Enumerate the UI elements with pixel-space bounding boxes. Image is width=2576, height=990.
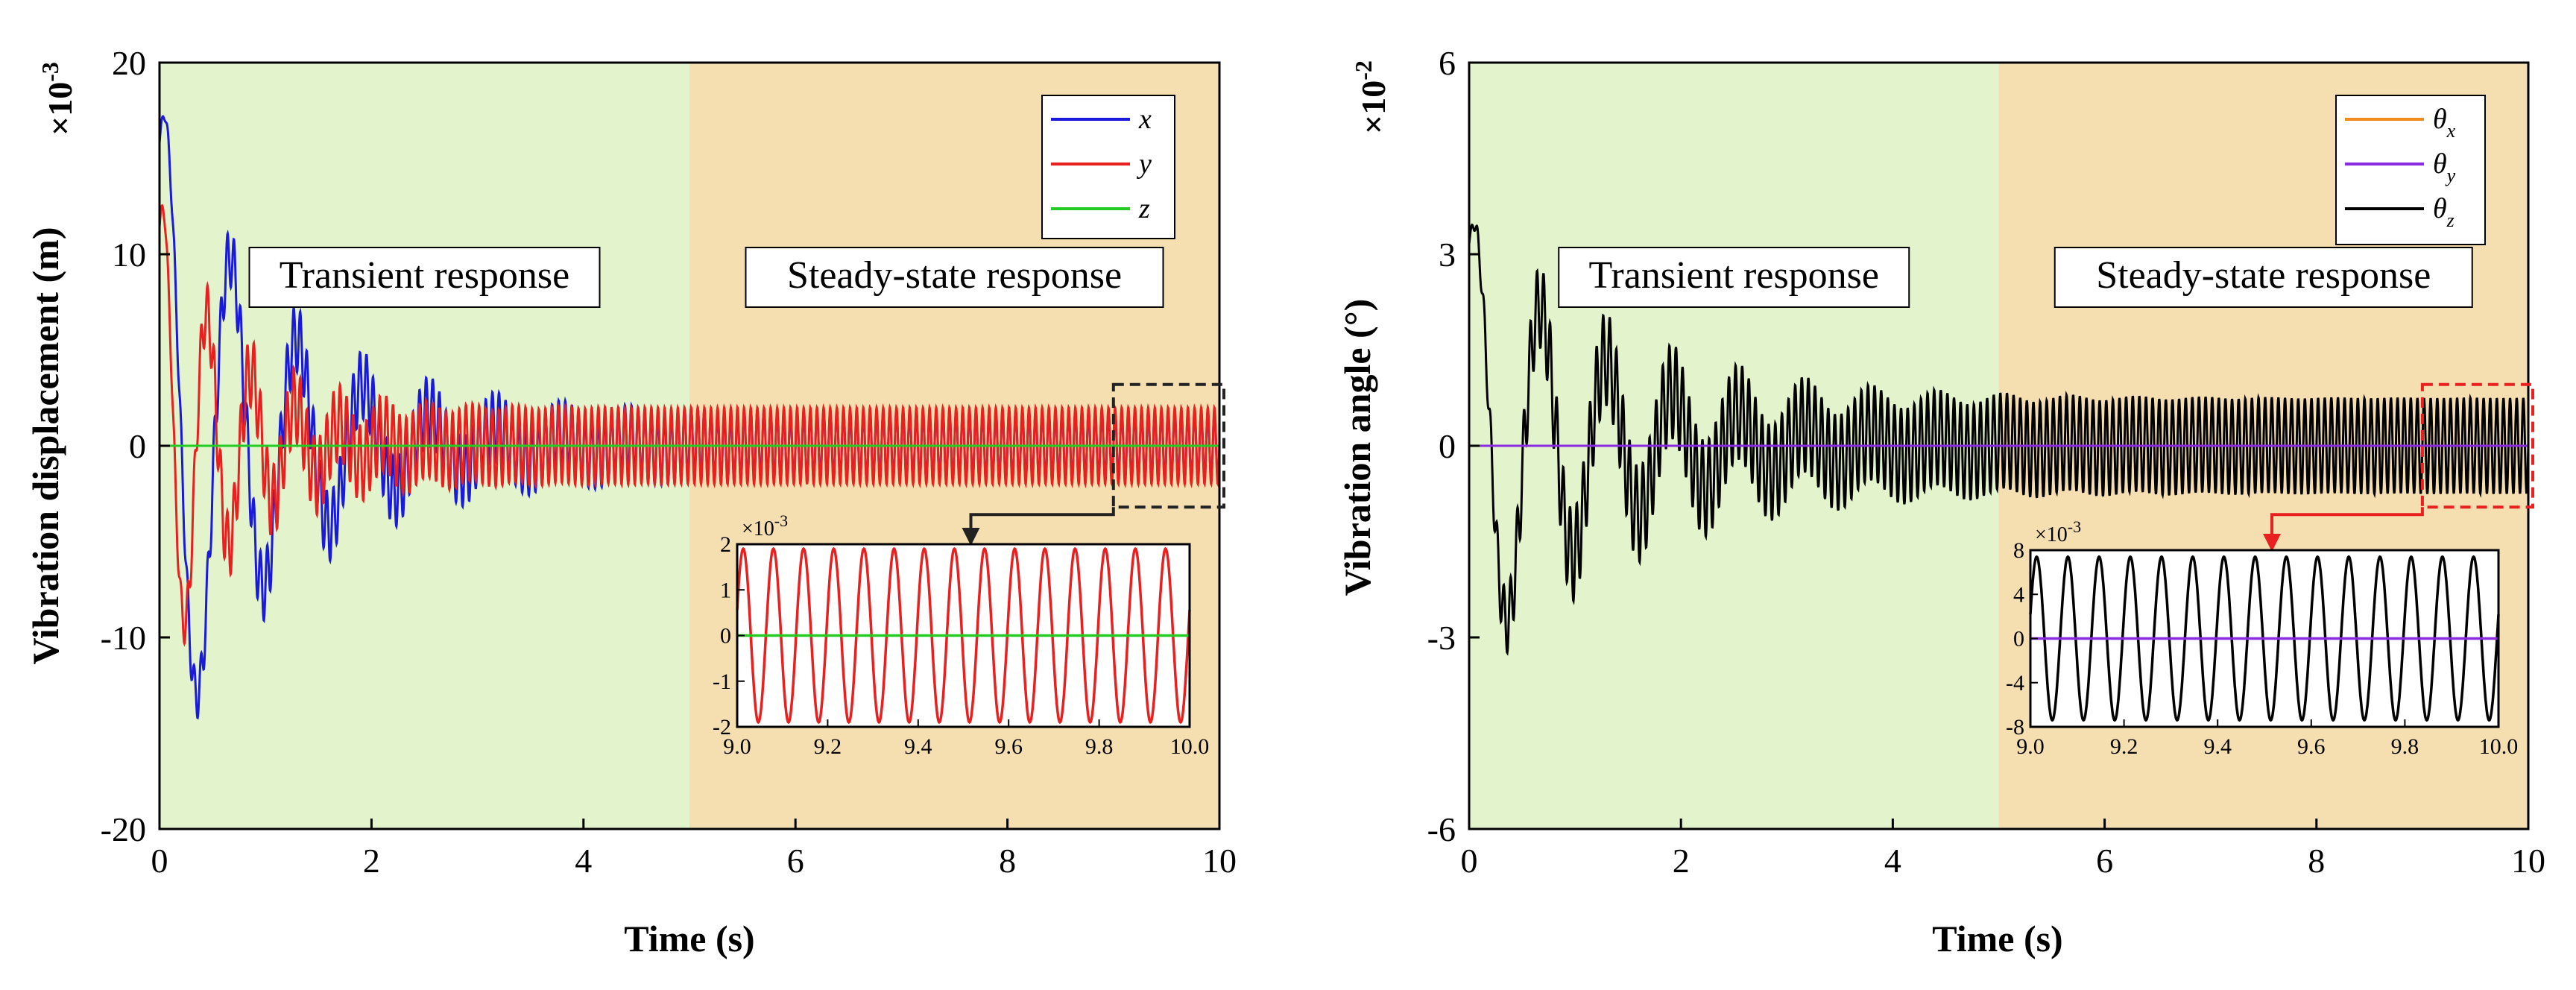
legend-label-θy: θy [2433,148,2456,186]
y-tick-label: 3 [1439,236,1456,274]
inset-y-tick-label: -1 [713,669,731,694]
inset-x-tick-label: 10.0 [1170,734,1210,759]
inset-scale-base: ×10 [2035,523,2068,546]
inset-y-tick-label: 4 [2013,582,2024,607]
inset-x-tick-label: 9.4 [904,734,932,759]
x-tick-label: 2 [363,842,380,880]
region-label-0: Transient response [280,254,570,297]
y-scale-base: ×10 [41,82,79,136]
legend-label-θz: θz [2433,193,2455,231]
legend-subscript: x [2446,120,2456,142]
inset-y-tick-label: -8 [2006,715,2024,740]
y-axis-title: Vibration angle (°) [1336,299,1378,596]
x-tick-label: 8 [2308,842,2325,880]
inset-y-tick-label: 0 [720,624,731,649]
series-line-θz [1469,223,2528,656]
x-tick-label: 0 [1461,842,1478,880]
x-axis-title: Time (s) [624,918,754,959]
y-tick-label: -3 [1427,619,1456,657]
x-tick-label: 2 [1673,842,1690,880]
x-tick-label: 0 [151,842,168,880]
legend-symbol: θ [2433,104,2447,135]
inset-x-tick-label: 9.6 [2297,734,2326,759]
inset-y-tick-label: -2 [713,715,731,740]
region-label-1: Steady-state response [2096,254,2431,297]
inset-y-tick-label: 8 [2013,538,2024,563]
zoom-connector-line [969,507,1115,534]
x-tick-label: 10 [1202,842,1237,880]
inset-x-tick-label: 9.0 [723,734,751,759]
series-group [1469,223,2528,656]
inset-x-tick-label: 9.8 [1085,734,1114,759]
inset-series-line-θz [2029,555,2500,722]
inset-y-tick-label: 0 [2013,627,2024,652]
region-label-box-0 [248,247,601,308]
inset-x-tick-label: 10.0 [2479,734,2519,759]
region-label-box-0 [1558,247,1910,308]
inset-y-tick-label: 2 [720,532,731,557]
x-tick-label: 4 [575,842,592,880]
inset-scale-base: ×10 [742,517,774,540]
series-group [160,115,1219,720]
x-tick-label: 10 [2511,842,2545,880]
zoom-box [1111,382,1226,509]
inset-y-tick-label: -4 [2006,671,2024,696]
x-axis-title: Time (s) [1932,918,2062,959]
inset-scale-factor: ×10-3 [2035,517,2081,546]
x-tick-label: 4 [1884,842,1901,880]
y-tick-label: -20 [101,810,146,848]
y-tick-label: -10 [101,619,146,657]
region-label-1: Steady-state response [787,254,1122,297]
y-scale-factor: ×10-2 [1350,60,1392,134]
inset-scale-exponent: -3 [774,511,788,530]
inset-y-tick-label: 1 [720,578,731,602]
x-tick-label: 6 [787,842,804,880]
inset-x-tick-label: 9.8 [2391,734,2419,759]
inset-x-tick-label: 9.0 [2016,734,2045,759]
y-tick-label: -6 [1427,810,1456,848]
zoom-box [2420,382,2534,509]
zoom-arrowhead [2263,534,2281,552]
inset-x-tick-label: 9.2 [814,734,842,759]
y-tick-label: 0 [129,427,146,465]
inset-scale-exponent: -3 [2068,517,2081,536]
region-label-box-1 [2053,247,2473,308]
x-tick-label: 8 [999,842,1016,880]
displacement-chart: Transient response Steady-state response 0… [25,44,1237,959]
legend-label-θx: θx [2433,104,2456,142]
region-label-0: Transient response [1589,254,1880,297]
region-label-box-1 [745,247,1164,308]
y-tick-label: 6 [1439,44,1456,82]
y-tick-label: 20 [112,44,146,82]
legend-symbol: θ [2433,193,2447,224]
y-scale-exponent: -2 [1350,60,1377,81]
inset-x-tick-label: 9.4 [2203,734,2232,759]
legend-label-x: x [1138,104,1152,135]
legend-box [1041,95,1175,239]
y-tick-label: 10 [112,236,146,274]
legend-subscript: y [2445,165,2456,186]
y-scale-exponent: -3 [37,62,63,82]
y-axis-title: Vibration displacement (m) [25,227,66,665]
inset-x-tick-label: 9.6 [994,734,1023,759]
inset-x-tick-label: 9.2 [2110,734,2138,759]
inset-scale-factor: ×10-3 [742,511,788,540]
legend-subscript: z [2446,209,2455,231]
y-scale-base: ×10 [1354,81,1392,134]
legend-symbol: θ [2433,148,2447,180]
angle-chart: Transient response Steady-state response 0… [1336,44,2545,959]
x-tick-label: 6 [2096,842,2113,880]
legend-label-z: z [1138,193,1150,224]
zoom-arrowhead [962,528,980,546]
y-tick-label: 0 [1439,427,1456,465]
y-scale-factor: ×10-3 [37,62,79,136]
zoom-connector-line [2270,507,2424,540]
inset-series-line-y [736,546,1191,725]
legend-label-y: y [1136,148,1152,180]
